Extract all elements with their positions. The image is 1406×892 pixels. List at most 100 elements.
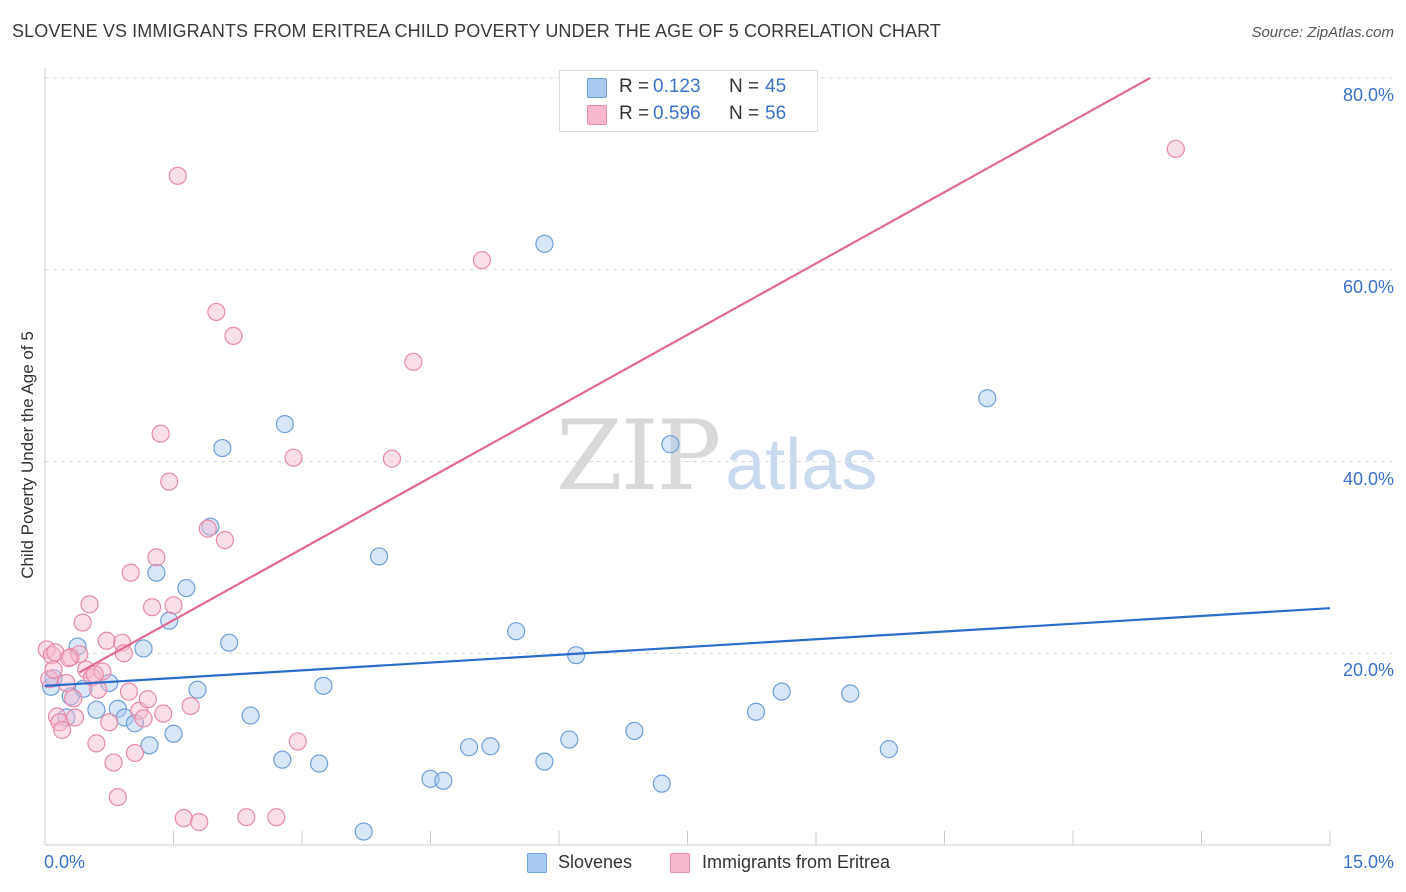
slovenes-point bbox=[746, 702, 766, 721]
eritrea-point bbox=[53, 720, 72, 740]
r-value: 0.596 bbox=[653, 103, 701, 124]
slovenes-point bbox=[275, 415, 294, 434]
slovenes-point bbox=[241, 706, 260, 725]
eritrea-point bbox=[472, 251, 491, 270]
eritrea-point bbox=[73, 613, 92, 632]
r-label: R = bbox=[619, 76, 650, 97]
eritrea-point bbox=[44, 660, 63, 679]
slovenes-point bbox=[879, 740, 898, 759]
slovenes-point bbox=[188, 680, 207, 699]
eritrea-point bbox=[142, 598, 162, 617]
eritrea-point bbox=[154, 704, 173, 723]
eritrea-point bbox=[87, 734, 106, 753]
eritrea-point bbox=[224, 326, 243, 346]
eritrea-point bbox=[108, 787, 127, 807]
eritrea-point bbox=[215, 531, 234, 550]
slovenes-point bbox=[201, 517, 220, 536]
eritrea-point bbox=[100, 713, 119, 732]
grid-lines bbox=[45, 77, 1392, 654]
slovenes-legend-label: Slovenes bbox=[558, 852, 633, 872]
y-tick-label-40: 40.0% bbox=[1342, 468, 1394, 489]
eritrea-point bbox=[80, 595, 99, 614]
n-label: N = bbox=[729, 76, 760, 97]
slovenes-point bbox=[652, 774, 671, 793]
eritrea-point bbox=[40, 670, 59, 689]
slovenes-point bbox=[273, 750, 292, 769]
eritrea-point bbox=[237, 808, 256, 827]
chart-title: SLOVENE VS IMMIGRANTS FROM ERITREA CHILD… bbox=[12, 21, 941, 41]
eritrea-point bbox=[168, 166, 187, 185]
slovenes-point bbox=[459, 738, 479, 757]
slovenes-point bbox=[220, 633, 239, 652]
watermark: ZIPatlas bbox=[556, 400, 877, 512]
eritrea-point bbox=[125, 743, 145, 763]
eritrea-point bbox=[89, 680, 108, 699]
slovenes-swatch bbox=[587, 78, 607, 98]
slovenes-point bbox=[314, 676, 333, 695]
eritrea-point bbox=[104, 753, 123, 772]
eritrea-point bbox=[59, 648, 79, 668]
eritrea-point bbox=[138, 690, 157, 709]
eritrea-points bbox=[37, 139, 1185, 832]
slovenes-point bbox=[213, 438, 232, 458]
eritrea-point bbox=[64, 689, 83, 708]
slovenes-point bbox=[354, 822, 373, 841]
eritrea-point bbox=[1166, 139, 1185, 159]
eritrea-point bbox=[404, 352, 423, 371]
y-tick-label-60: 60.0% bbox=[1342, 276, 1394, 297]
eritrea-point bbox=[164, 596, 183, 615]
slovenes-point bbox=[978, 389, 997, 408]
slovenes-point bbox=[147, 563, 166, 582]
eritrea-point bbox=[190, 812, 209, 832]
eritrea-legend-swatch bbox=[670, 853, 690, 873]
slovenes-trend-line bbox=[44, 607, 1331, 687]
eritrea-point bbox=[198, 519, 217, 538]
eritrea-point bbox=[65, 708, 85, 727]
slovenes-point bbox=[310, 754, 329, 773]
slovenes-point bbox=[661, 435, 680, 454]
eritrea-swatch bbox=[587, 105, 607, 125]
eritrea-point bbox=[121, 563, 140, 582]
watermark-atlas: atlas bbox=[725, 425, 878, 505]
y-tick-label-20: 20.0% bbox=[1342, 660, 1394, 681]
axes bbox=[44, 68, 1331, 846]
eritrea-point bbox=[147, 548, 166, 567]
slovenes-point bbox=[560, 730, 579, 749]
n-value: 56 bbox=[765, 103, 787, 124]
eritrea-point bbox=[46, 643, 65, 662]
eritrea-point bbox=[160, 472, 179, 491]
slovenes-point bbox=[625, 721, 644, 741]
x-tick-label-max: 15.0% bbox=[1342, 852, 1394, 872]
y-axis-label: Child Poverty Under the Age of 5 bbox=[18, 331, 37, 579]
slovenes-point bbox=[140, 736, 159, 755]
eritrea-point bbox=[151, 424, 170, 443]
n-value: 45 bbox=[765, 76, 787, 97]
n-label: N = bbox=[729, 103, 760, 124]
r-label: R = bbox=[619, 103, 650, 124]
eritrea-point bbox=[134, 709, 153, 728]
eritrea-point bbox=[382, 449, 402, 468]
eritrea-trend-line bbox=[78, 77, 1151, 674]
slovenes-point bbox=[481, 737, 500, 756]
r-value: 0.123 bbox=[653, 76, 701, 97]
slovenes-point bbox=[507, 622, 526, 641]
eritrea-point bbox=[284, 448, 303, 467]
eritrea-point bbox=[119, 682, 139, 701]
trend-lines bbox=[44, 77, 1331, 687]
eritrea-point bbox=[288, 732, 307, 751]
slovenes-legend-swatch bbox=[527, 853, 547, 873]
slovenes-point bbox=[535, 752, 554, 771]
slovenes-point bbox=[87, 700, 106, 719]
slovenes-point bbox=[434, 771, 453, 790]
eritrea-point bbox=[174, 809, 193, 828]
slovenes-point bbox=[164, 724, 183, 743]
eritrea-point bbox=[70, 645, 89, 664]
eritrea-point bbox=[181, 696, 200, 716]
eritrea-point bbox=[57, 673, 76, 693]
eritrea-point bbox=[207, 302, 226, 322]
slovenes-points bbox=[41, 234, 997, 841]
eritrea-legend-label: Immigrants from Eritrea bbox=[702, 852, 891, 872]
slovenes-point bbox=[134, 639, 153, 658]
slovenes-point bbox=[772, 682, 791, 701]
watermark-zip: ZIP bbox=[556, 400, 721, 512]
